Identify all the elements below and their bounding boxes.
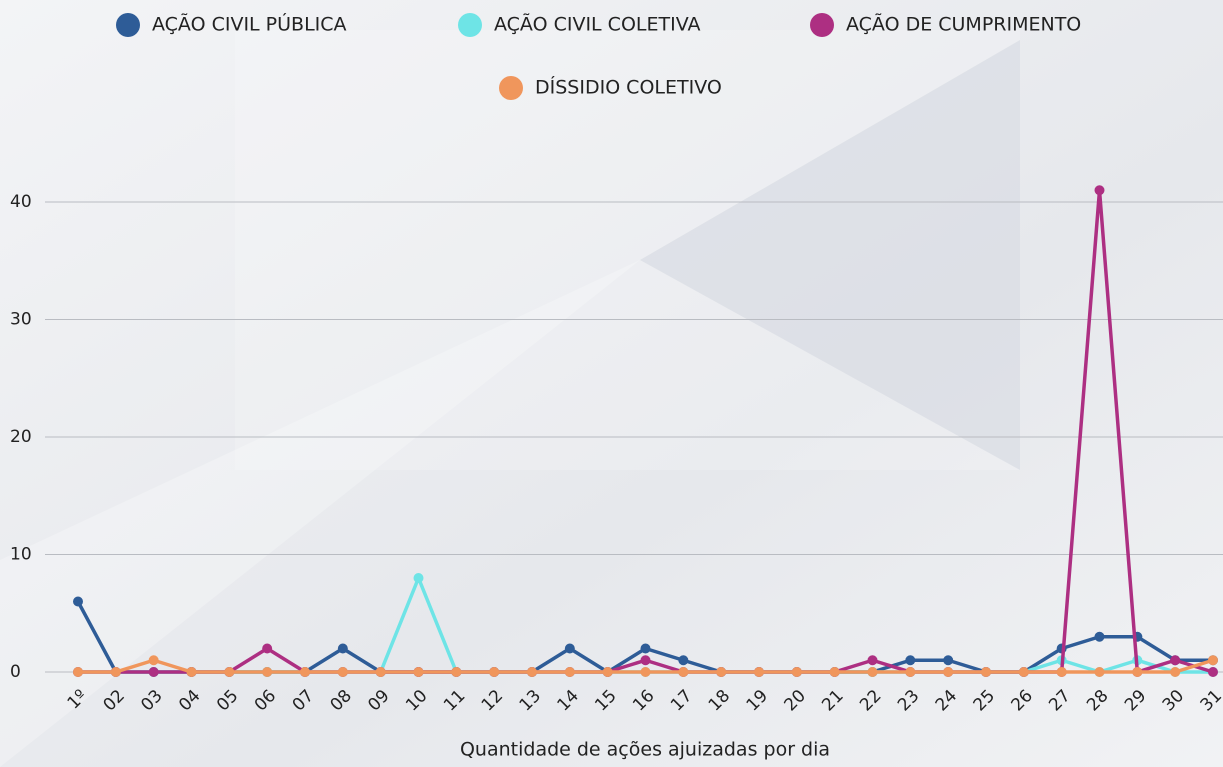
y-tick-label: 10 xyxy=(10,545,32,565)
data-point xyxy=(148,655,159,666)
legend-label: AÇÃO DE CUMPRIMENTO xyxy=(846,13,1081,36)
data-point xyxy=(678,667,689,677)
data-point xyxy=(73,667,83,677)
legend-label: DÍSSIDIO COLETIVO xyxy=(535,76,722,99)
data-point xyxy=(640,667,651,677)
data-point xyxy=(867,655,878,666)
data-point xyxy=(262,667,273,677)
data-point xyxy=(527,667,537,677)
legend-swatch xyxy=(499,76,523,100)
data-point xyxy=(791,667,802,677)
data-point xyxy=(943,655,954,666)
data-point xyxy=(564,643,575,654)
data-point xyxy=(905,655,916,666)
data-point xyxy=(337,667,348,677)
data-point xyxy=(602,667,613,677)
decor xyxy=(235,30,1020,470)
x-axis-label: Quantidade de ações ajuizadas por dia xyxy=(460,739,830,761)
data-point xyxy=(1018,667,1029,677)
data-point xyxy=(564,667,575,677)
data-point xyxy=(413,573,424,583)
data-point xyxy=(1056,667,1067,677)
data-point xyxy=(905,667,916,677)
y-tick-label: 30 xyxy=(10,310,32,330)
data-point xyxy=(110,667,121,677)
data-point xyxy=(640,643,651,654)
data-point xyxy=(640,655,651,666)
legend-swatch xyxy=(116,13,140,37)
data-point xyxy=(375,667,386,677)
data-point xyxy=(1170,667,1181,677)
y-tick-label: 20 xyxy=(10,427,32,447)
data-point xyxy=(73,596,83,607)
data-point xyxy=(1094,667,1105,677)
data-point xyxy=(716,667,727,677)
data-point xyxy=(829,667,840,677)
data-point xyxy=(1094,185,1105,196)
data-point xyxy=(489,667,500,677)
data-point xyxy=(148,667,159,677)
data-point xyxy=(300,667,310,677)
data-point xyxy=(1208,667,1218,677)
y-tick-label: 0 xyxy=(10,662,21,682)
y-tick-label: 40 xyxy=(10,192,32,212)
data-point xyxy=(262,643,273,654)
legend-label: AÇÃO CIVIL PÚBLICA xyxy=(152,12,347,36)
data-point xyxy=(867,667,878,677)
legend-swatch xyxy=(458,13,482,37)
data-point xyxy=(1132,667,1143,677)
data-point xyxy=(337,643,348,654)
data-point xyxy=(1170,655,1181,666)
data-point xyxy=(1208,655,1218,666)
data-point xyxy=(1094,631,1105,642)
data-point xyxy=(451,667,462,677)
data-point xyxy=(186,667,197,677)
data-point xyxy=(413,667,424,677)
decor xyxy=(640,40,1020,470)
legend-swatch xyxy=(810,13,834,37)
data-point xyxy=(678,655,689,666)
decor xyxy=(0,260,640,767)
legend-label: AÇÃO CIVIL COLETIVA xyxy=(494,13,701,36)
data-point xyxy=(224,667,235,677)
data-point xyxy=(981,667,991,677)
data-point xyxy=(754,667,764,677)
data-point xyxy=(943,667,954,677)
